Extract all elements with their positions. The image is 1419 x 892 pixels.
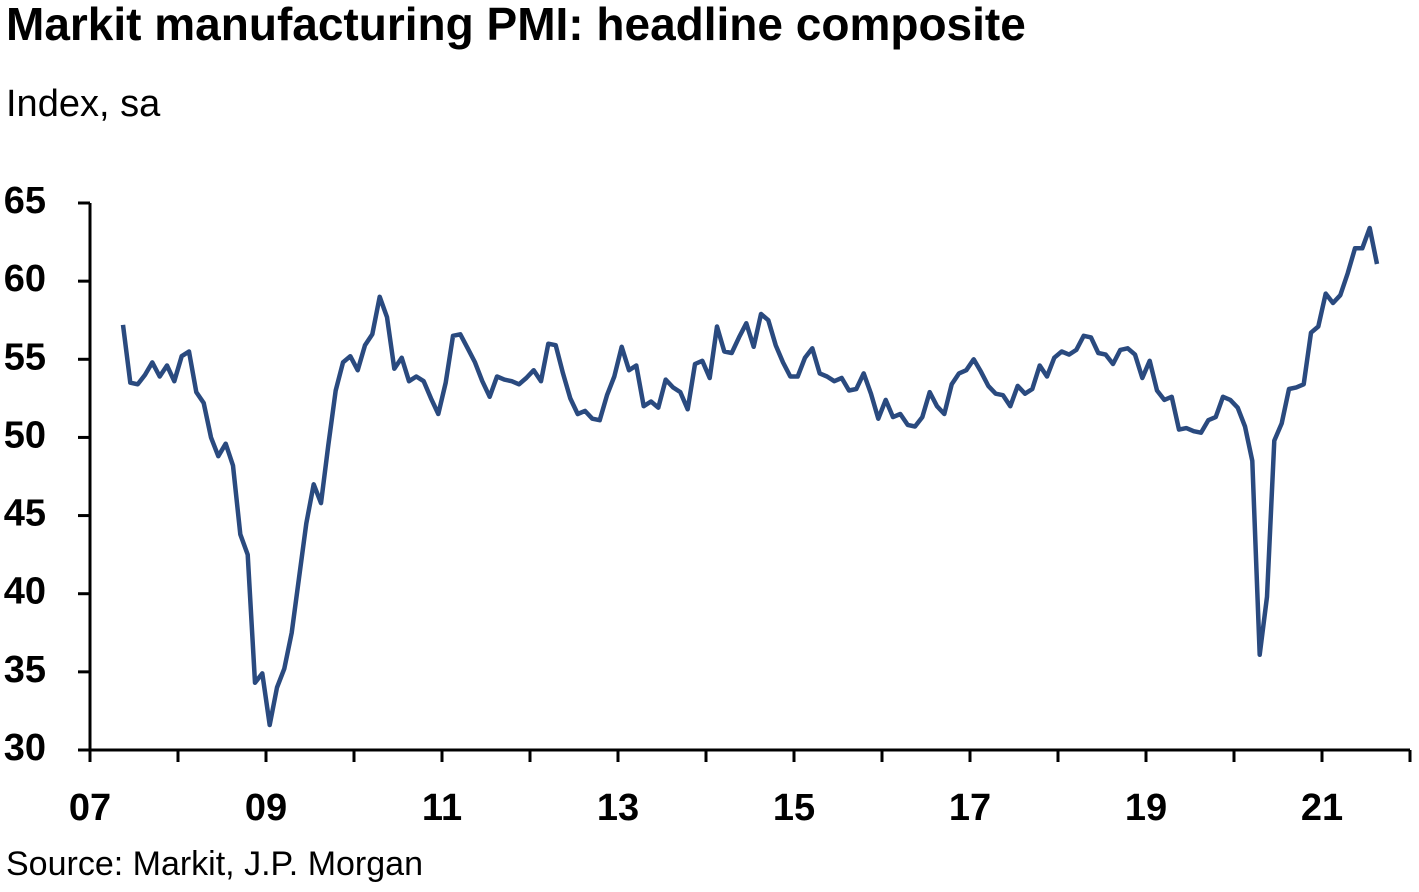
y-tick-label: 45 <box>4 493 46 535</box>
x-tick-label: 17 <box>949 787 991 829</box>
y-tick-label: 50 <box>4 414 46 456</box>
y-tick-label: 55 <box>4 336 46 378</box>
chart-subtitle: Index, sa <box>6 83 161 125</box>
y-tick-label: 40 <box>4 571 46 613</box>
chart-title: Markit manufacturing PMI: headline compo… <box>6 0 1026 50</box>
x-tick-label: 21 <box>1301 787 1343 829</box>
series-line <box>120 225 1380 728</box>
x-tick-label: 13 <box>597 787 639 829</box>
x-tick-label: 11 <box>422 787 462 829</box>
y-tick-label: 35 <box>4 649 46 691</box>
y-tick-label: 30 <box>4 727 46 769</box>
x-tick-label: 15 <box>773 787 815 829</box>
source-note: Source: Markit, J.P. Morgan <box>6 845 423 883</box>
y-tick-label: 65 <box>4 180 46 222</box>
y-tick-label: 60 <box>4 258 46 300</box>
x-tick-label: 07 <box>69 787 111 829</box>
x-tick-label: 09 <box>245 787 287 829</box>
x-tick-label: 19 <box>1125 787 1167 829</box>
